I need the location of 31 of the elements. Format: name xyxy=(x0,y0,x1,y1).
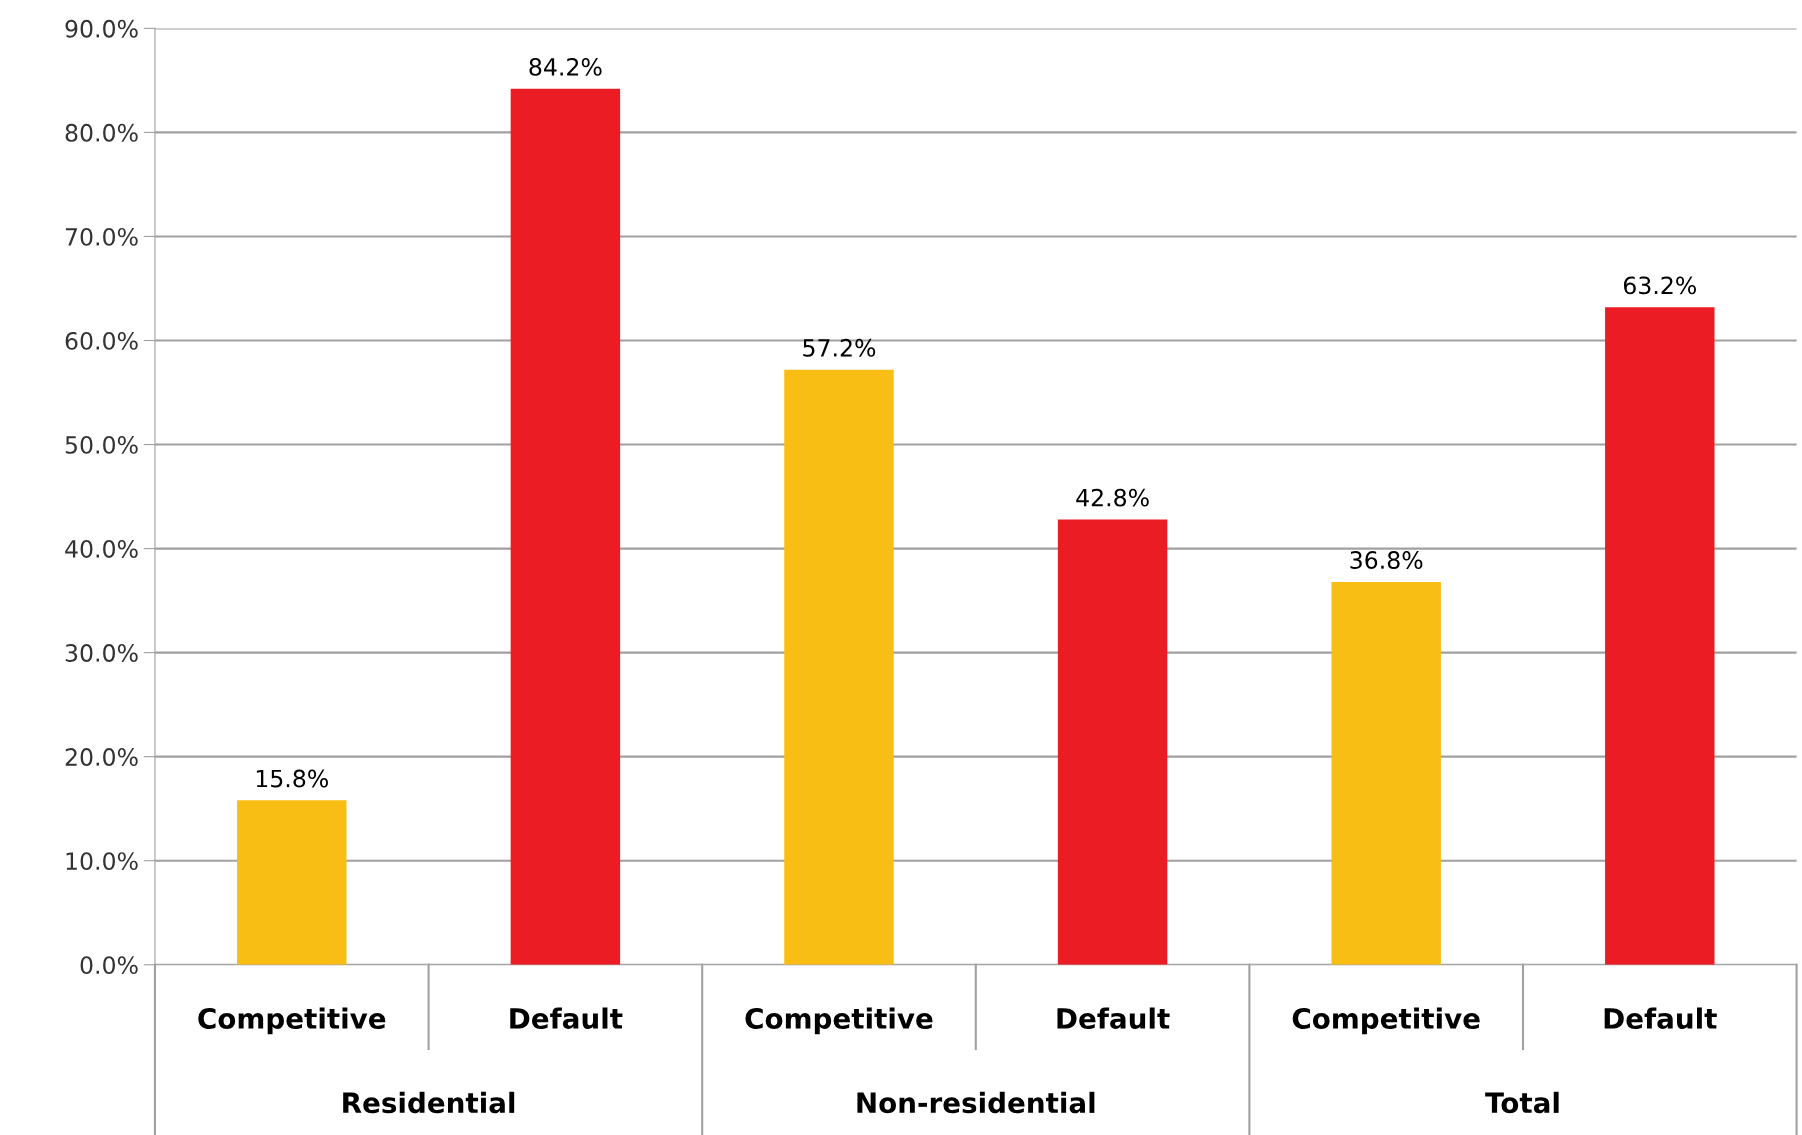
x-tick-label: Default xyxy=(510,1007,623,1029)
y-tick-label: 0.0% xyxy=(80,956,138,975)
x-tick-label: Competitive xyxy=(198,1007,386,1035)
text: Residential xyxy=(343,1091,515,1114)
x-tick-label: Competitive xyxy=(1292,1007,1480,1035)
data-label: 84.2% xyxy=(529,57,602,76)
data-label: 63.2% xyxy=(1623,276,1696,295)
data-label: 57.2% xyxy=(803,338,876,357)
y-tick-label: 30.0% xyxy=(65,644,138,662)
y-tick-label: 50.0% xyxy=(65,435,138,454)
bar xyxy=(1605,307,1715,965)
bar xyxy=(1057,519,1168,965)
bar xyxy=(510,88,621,965)
y-tick-label: 70.0% xyxy=(65,227,138,246)
y-tick-label: 40.0% xyxy=(65,540,138,558)
bar xyxy=(237,800,347,965)
data-label: 36.8% xyxy=(1350,551,1423,569)
bar xyxy=(1331,581,1441,965)
y-tick-label: 60.0% xyxy=(65,331,138,350)
text: Total xyxy=(1485,1091,1559,1114)
x-tick-label: Default xyxy=(1057,1007,1170,1029)
y-tick-label: 90.0% xyxy=(65,19,138,38)
x-tick-label: Default xyxy=(1604,1007,1717,1029)
y-tick-label: 20.0% xyxy=(65,748,138,766)
bar xyxy=(784,369,894,965)
y-tick-label: 80.0% xyxy=(65,123,138,142)
x-tick-label: Competitive xyxy=(745,1007,933,1035)
text: Non-residential xyxy=(857,1091,1095,1114)
data-label: 42.8% xyxy=(1076,488,1149,507)
y-tick-label: 10.0% xyxy=(66,852,138,871)
data-label: 15.8% xyxy=(256,769,328,788)
